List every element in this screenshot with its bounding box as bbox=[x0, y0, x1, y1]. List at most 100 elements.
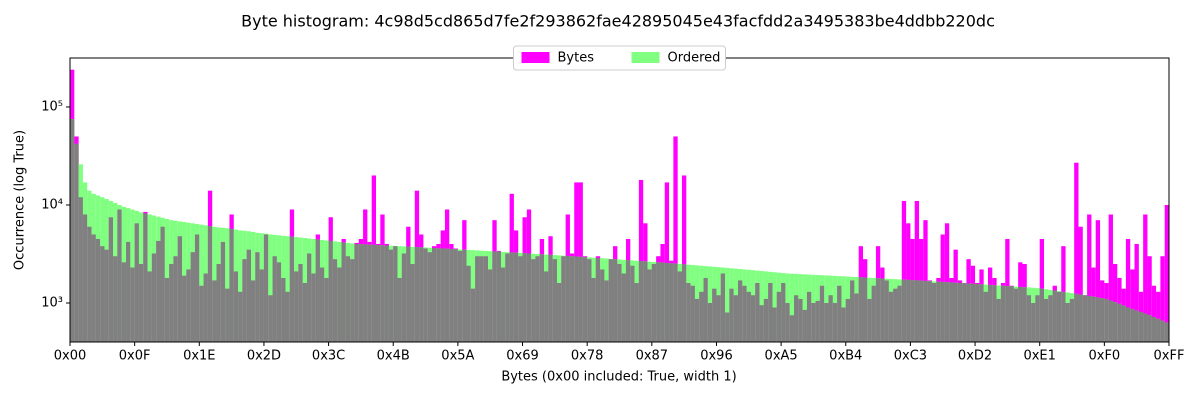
overlap-bar bbox=[74, 143, 79, 342]
overlap-bar bbox=[367, 244, 372, 342]
overlap-bar bbox=[108, 217, 114, 342]
overlap-bar bbox=[427, 252, 433, 342]
legend: Bytes Ordered bbox=[513, 45, 726, 71]
overlap-bar bbox=[406, 246, 411, 342]
overlap-bar bbox=[272, 256, 277, 342]
x-tick-label: 0x78 bbox=[571, 349, 604, 364]
overlap-bar bbox=[940, 281, 945, 342]
overlap-bar bbox=[444, 248, 450, 342]
overlap-bar bbox=[893, 288, 898, 342]
bar bbox=[225, 228, 230, 342]
bar bbox=[1074, 162, 1079, 342]
overlap-bar bbox=[582, 257, 588, 342]
overlap-bar bbox=[496, 251, 501, 342]
overlap-bar bbox=[910, 280, 915, 342]
overlap-bar bbox=[500, 267, 506, 342]
overlap-bar bbox=[811, 302, 816, 342]
overlap-bar bbox=[104, 249, 109, 342]
overlap-bar bbox=[363, 244, 368, 342]
bar bbox=[1147, 256, 1152, 342]
bar bbox=[1143, 214, 1148, 342]
overlap-bar bbox=[604, 280, 609, 342]
overlap-bar bbox=[578, 256, 583, 342]
overlap-bar bbox=[121, 262, 127, 342]
overlap-bar bbox=[1125, 307, 1131, 342]
bar bbox=[1169, 119, 1173, 342]
x-tick-label: 0x1E bbox=[183, 349, 215, 364]
x-tick-label: 0xFF bbox=[1154, 349, 1185, 364]
overlap-bar bbox=[522, 253, 527, 342]
overlap-bar bbox=[1026, 295, 1032, 342]
overlap-bar bbox=[1065, 302, 1070, 342]
overlap-bar bbox=[419, 247, 424, 342]
x-tick-label: 0x5A bbox=[441, 349, 474, 364]
overlap-bar bbox=[979, 284, 984, 342]
overlap-bar bbox=[600, 269, 605, 342]
overlap-bar bbox=[992, 285, 997, 342]
bar bbox=[1095, 220, 1101, 342]
overlap-bar bbox=[923, 280, 928, 342]
legend-swatch bbox=[631, 52, 660, 63]
overlap-bar bbox=[453, 249, 458, 342]
overlap-bar bbox=[242, 259, 247, 342]
overlap-bar bbox=[987, 284, 993, 342]
overlap-bar bbox=[755, 282, 760, 342]
overlap-bar bbox=[414, 247, 420, 342]
overlap-bar bbox=[888, 291, 894, 342]
overlap-bar bbox=[151, 253, 157, 342]
overlap-bar bbox=[1052, 290, 1057, 342]
overlap-bar bbox=[160, 226, 165, 342]
x-tick-label: 0x96 bbox=[700, 349, 733, 364]
overlap-bar bbox=[686, 282, 691, 342]
overlap-bar bbox=[513, 252, 519, 342]
overlap-bar bbox=[78, 197, 83, 342]
bar bbox=[1164, 204, 1169, 342]
overlap-bar bbox=[565, 255, 570, 342]
x-tick-label: 0x0F bbox=[119, 349, 151, 364]
overlap-bar bbox=[233, 271, 239, 342]
overlap-bar bbox=[785, 302, 790, 342]
overlap-bar bbox=[901, 279, 907, 342]
overlap-bar bbox=[1031, 302, 1036, 342]
overlap-bar bbox=[638, 261, 644, 342]
overlap-bar bbox=[983, 291, 988, 342]
overlap-bar bbox=[608, 259, 614, 342]
bar bbox=[285, 236, 290, 342]
overlap-bar bbox=[302, 282, 308, 342]
overlap-bar bbox=[863, 277, 868, 342]
overlap-bar bbox=[944, 282, 950, 342]
overlap-bar bbox=[488, 269, 493, 342]
overlap-bar bbox=[436, 248, 441, 342]
overlap-bar bbox=[850, 280, 855, 342]
overlap-bar bbox=[1112, 302, 1118, 342]
overlap-bar bbox=[1143, 313, 1148, 342]
overlap-bar bbox=[246, 249, 252, 342]
overlap-bar bbox=[776, 291, 782, 342]
overlap-bar bbox=[307, 253, 312, 342]
bar bbox=[1078, 226, 1083, 342]
overlap-bar bbox=[126, 241, 131, 342]
overlap-bar bbox=[927, 281, 932, 342]
overlap-bar bbox=[544, 271, 549, 342]
bar bbox=[1130, 269, 1135, 342]
overlap-bar bbox=[768, 282, 773, 342]
overlap-bar bbox=[1061, 291, 1066, 342]
overlap-bar bbox=[462, 249, 467, 342]
overlap-bar bbox=[906, 279, 911, 342]
overlap-bar bbox=[699, 291, 704, 342]
overlap-bar bbox=[673, 263, 678, 342]
overlap-bar bbox=[483, 256, 489, 342]
x-tick-label: 0x69 bbox=[506, 349, 539, 364]
overlap-bar bbox=[707, 302, 713, 342]
overlap-bar bbox=[341, 242, 346, 342]
overlap-bar bbox=[440, 248, 445, 342]
overlap-bar bbox=[794, 295, 799, 342]
overlap-bar bbox=[531, 259, 536, 342]
overlap-bar bbox=[880, 278, 885, 342]
overlap-bar bbox=[970, 283, 976, 342]
overlap-bar bbox=[1100, 298, 1105, 342]
bar bbox=[673, 136, 678, 342]
overlap-bar bbox=[569, 256, 575, 342]
overlap-bar bbox=[1104, 298, 1109, 342]
